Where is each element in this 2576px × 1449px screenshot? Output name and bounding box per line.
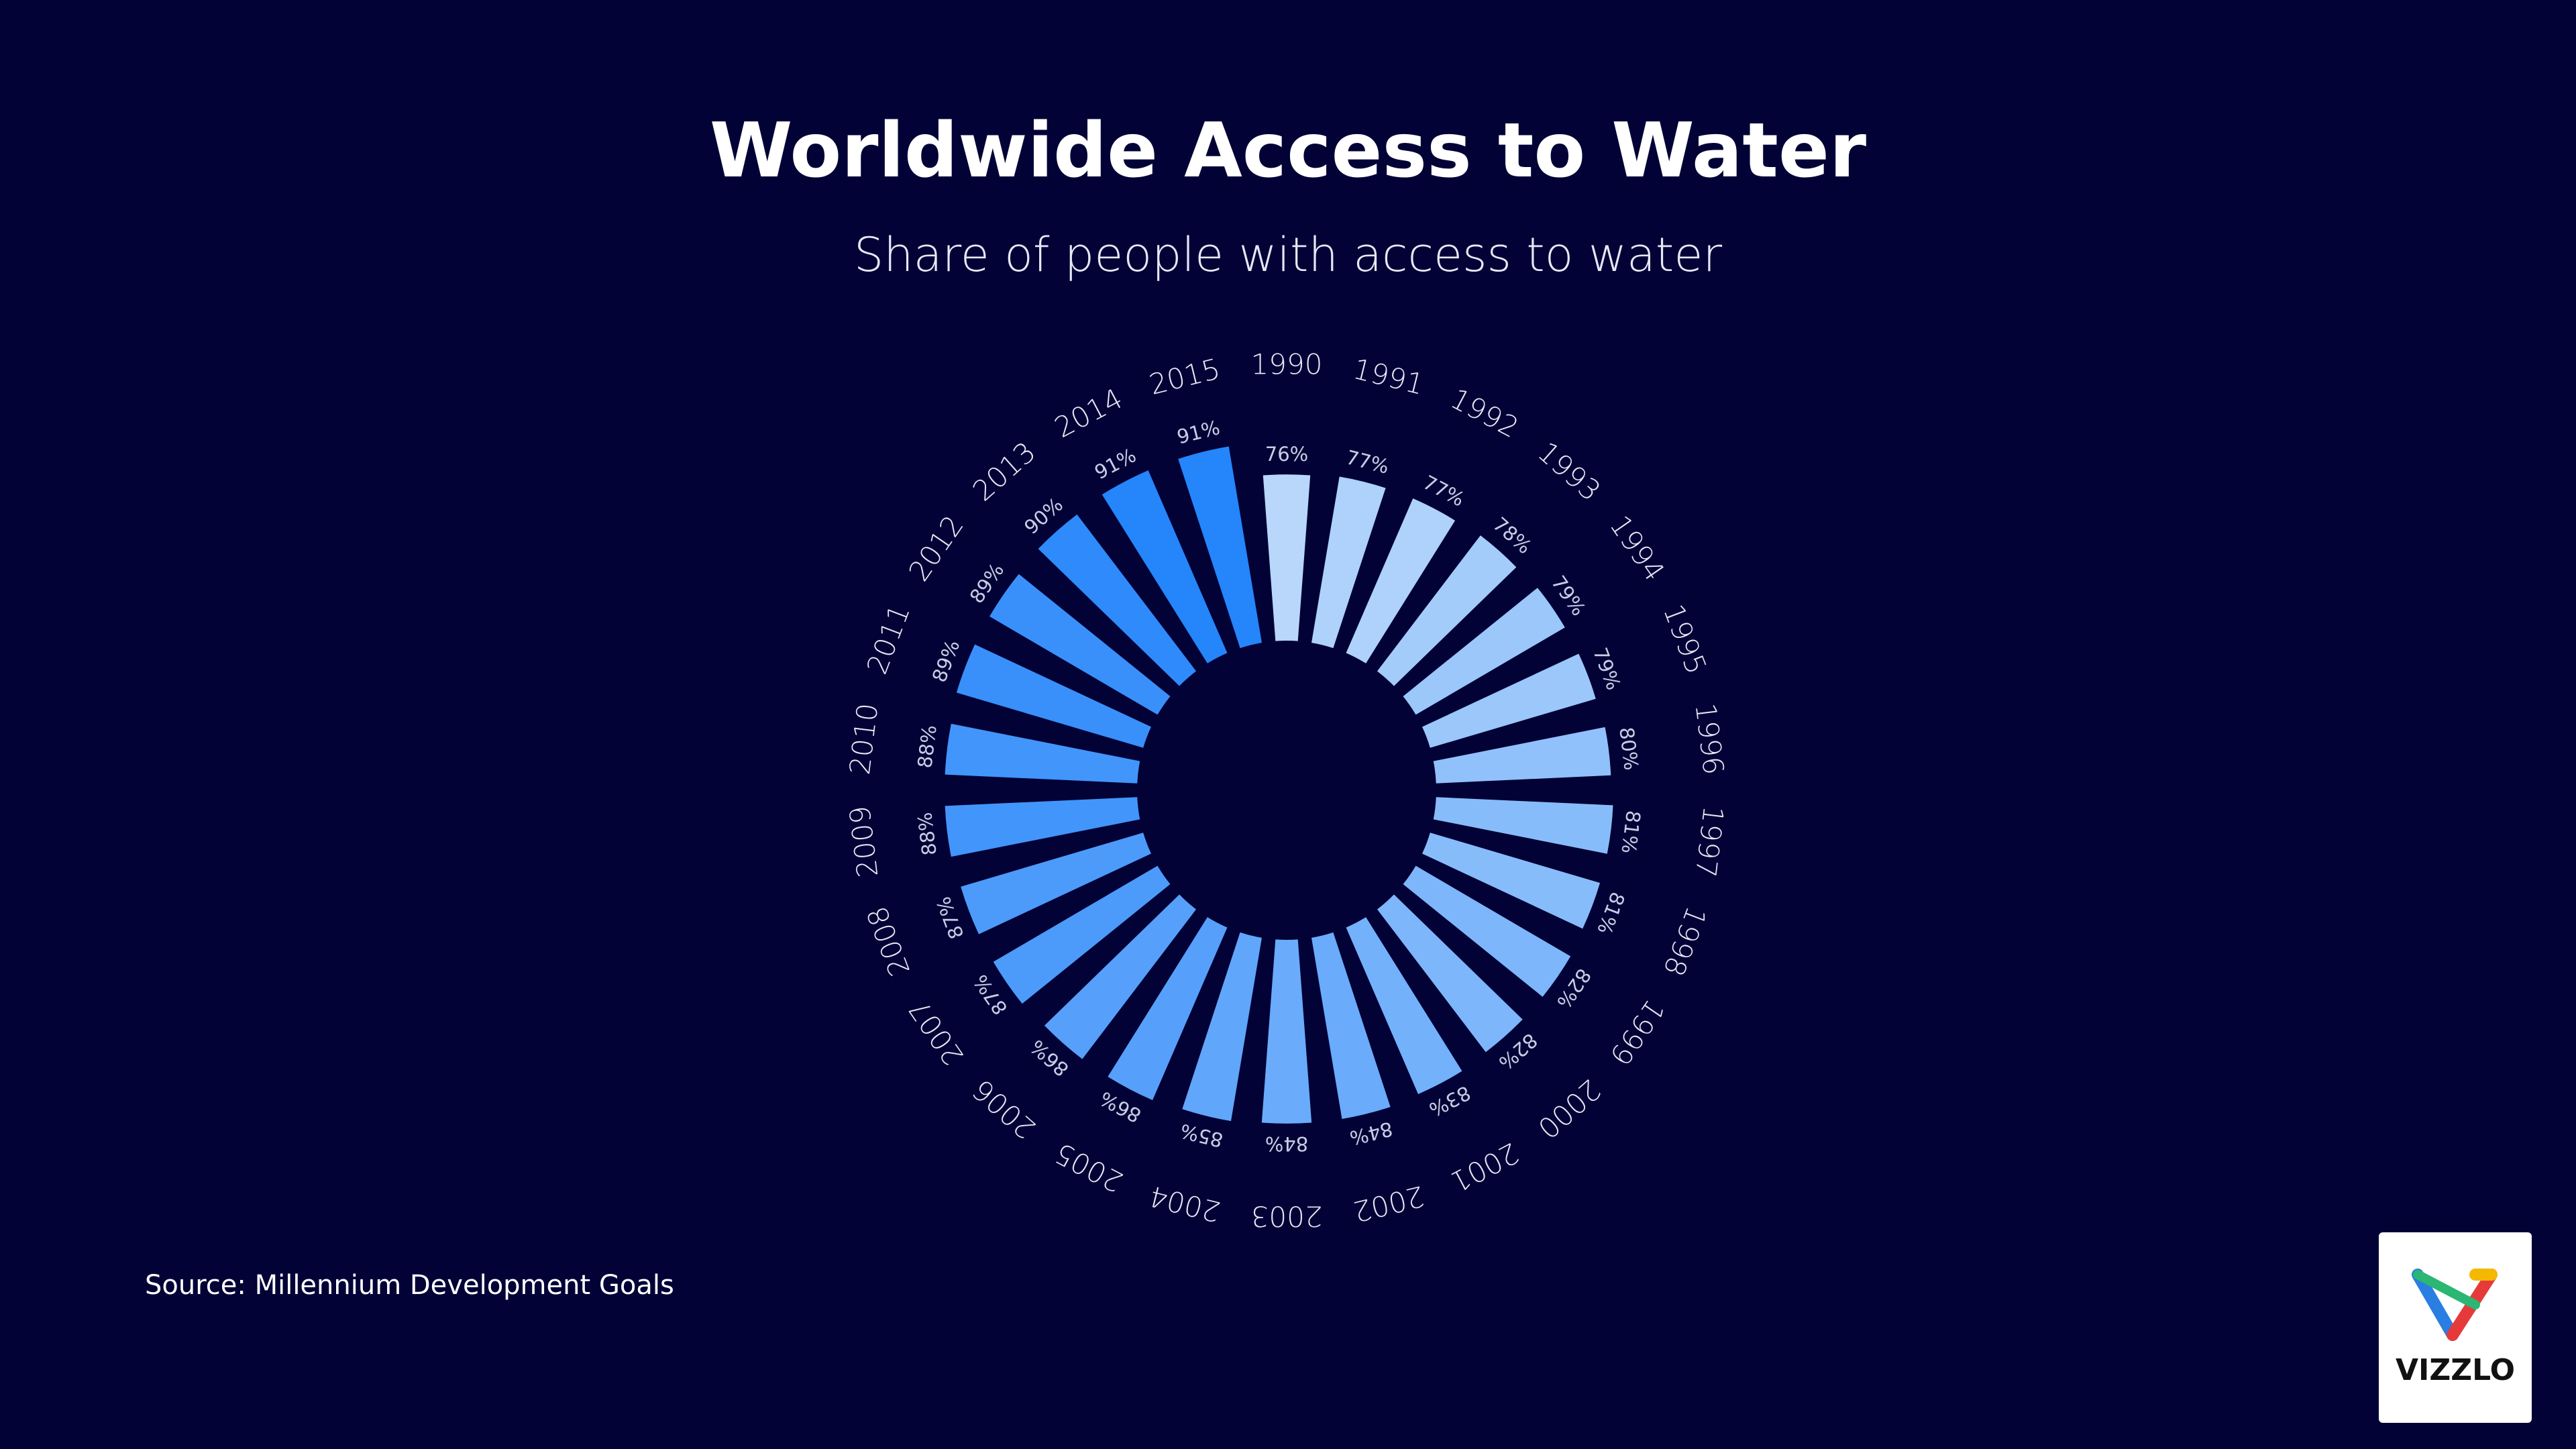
bar xyxy=(1311,476,1386,649)
bar xyxy=(1261,939,1312,1124)
bar xyxy=(1422,833,1601,929)
bar xyxy=(1422,653,1596,748)
category-label: 2003 xyxy=(1251,1200,1323,1233)
bar xyxy=(1108,917,1228,1100)
source-note: Source: Millennium Development Goals xyxy=(145,1270,674,1301)
logo-mark xyxy=(2413,1270,2480,1309)
value-label: 88% xyxy=(913,811,941,857)
bar xyxy=(945,723,1140,784)
logo-text: VIZZLO xyxy=(2396,1353,2515,1387)
bar xyxy=(1102,470,1228,663)
bar xyxy=(1346,917,1462,1094)
bar xyxy=(1433,727,1611,784)
bar xyxy=(1377,535,1517,686)
bar xyxy=(993,865,1171,1004)
bar xyxy=(1346,498,1456,663)
bar xyxy=(1038,514,1197,686)
logo-mark xyxy=(2412,1269,2459,1341)
category-label: 1990 xyxy=(1251,348,1323,381)
bar xyxy=(1403,588,1565,715)
value-label: 88% xyxy=(913,724,941,769)
value-label: 81% xyxy=(1617,809,1646,855)
bar xyxy=(1178,446,1262,649)
value-label: 76% xyxy=(1265,443,1308,466)
bar xyxy=(1182,932,1262,1122)
value-label: 80% xyxy=(1615,726,1643,771)
bar xyxy=(989,574,1171,715)
logo: VIZZLO xyxy=(2379,1232,2532,1423)
chart-subtitle: Share of people with access to water xyxy=(854,227,1723,282)
bar xyxy=(1433,797,1613,854)
bar xyxy=(1311,932,1391,1119)
bar xyxy=(1044,894,1197,1059)
bar xyxy=(1403,865,1571,997)
bar xyxy=(945,797,1140,857)
bar xyxy=(1263,474,1311,641)
value-label: 84% xyxy=(1265,1132,1308,1155)
bar xyxy=(961,833,1151,934)
bar xyxy=(956,644,1151,748)
bar xyxy=(1377,894,1523,1053)
chart-title: Worldwide Access to Water xyxy=(710,107,1866,195)
